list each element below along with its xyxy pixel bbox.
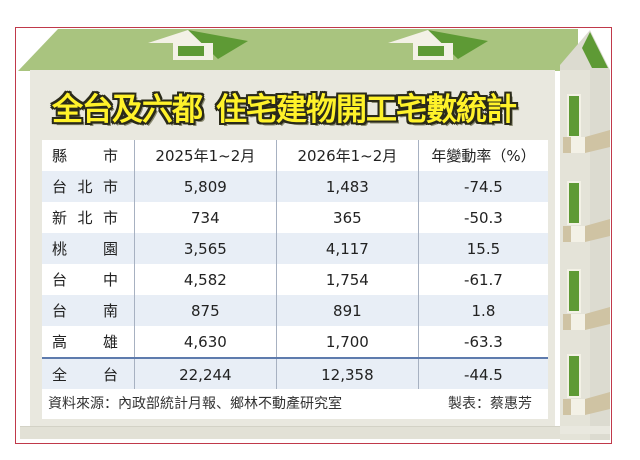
cell-2026: 12,358 [276,357,419,390]
table-row: 台 南 875 891 1.8 [42,295,548,326]
header-2025: 2025年1~2月 [134,140,277,171]
cell-city: 桃 園 [42,233,135,264]
cell-change: 15.5 [418,233,548,264]
title-part2: 住宅建物開工宅數統計 [216,92,517,128]
cell-2026: 891 [276,295,419,326]
table-row: 高 雄 4,630 1,700 -63.3 [42,326,548,358]
header-2026: 2026年1~2月 [276,140,419,171]
title-part1: 全台及六都 [52,92,203,128]
roof-illustration [18,29,578,71]
cell-2025: 22,244 [134,357,277,390]
housing-starts-table: 縣 市 2025年1~2月 2026年1~2月 年變動率（%） 台北市 5,80… [42,140,548,390]
cell-2025: 3,565 [134,233,277,264]
cell-2026: 1,700 [276,326,419,358]
cell-change: -61.7 [418,264,548,295]
cell-2025: 5,809 [134,171,277,202]
header-change: 年變動率（%） [418,140,548,171]
table-row: 桃 園 3,565 4,117 15.5 [42,233,548,264]
infographic-title: 全台及六都 住宅建物開工宅數統計 [52,90,552,130]
cell-2025: 4,582 [134,264,277,295]
cell-2025: 875 [134,295,277,326]
cell-city: 台 中 [42,264,135,295]
cell-change: -44.5 [418,357,548,390]
table-row: 台北市 5,809 1,483 -74.5 [42,171,548,202]
table-total-row: 全 台 22,244 12,358 -44.5 [42,357,548,390]
cell-2026: 4,117 [276,233,419,264]
table-row: 台 中 4,582 1,754 -61.7 [42,264,548,295]
cell-city: 新北市 [42,202,135,233]
cell-change: -63.3 [418,326,548,358]
cell-2025: 4,630 [134,326,277,358]
cell-city: 高 雄 [42,326,135,358]
header-city: 縣 市 [42,140,135,171]
cell-change: 1.8 [418,295,548,326]
table-row: 新北市 734 365 -50.3 [42,202,548,233]
building-base [20,426,560,439]
table-header-row: 縣 市 2025年1~2月 2026年1~2月 年變動率（%） [42,140,548,171]
cell-2026: 1,754 [276,264,419,295]
table-footer: 資料來源：內政部統計月報、鄉林不動產研究室 製表：蔡惠芳 [42,389,548,419]
tower-illustration [560,30,610,440]
maker-credit: 製表：蔡惠芳 [448,396,532,412]
cell-city: 全 台 [42,357,135,390]
cell-change: -74.5 [418,171,548,202]
cell-change: -50.3 [418,202,548,233]
cell-2026: 365 [276,202,419,233]
cell-city: 台北市 [42,171,135,202]
source-note: 資料來源：內政部統計月報、鄉林不動產研究室 [48,396,342,412]
cell-2026: 1,483 [276,171,419,202]
cell-2025: 734 [134,202,277,233]
cell-city: 台 南 [42,295,135,326]
